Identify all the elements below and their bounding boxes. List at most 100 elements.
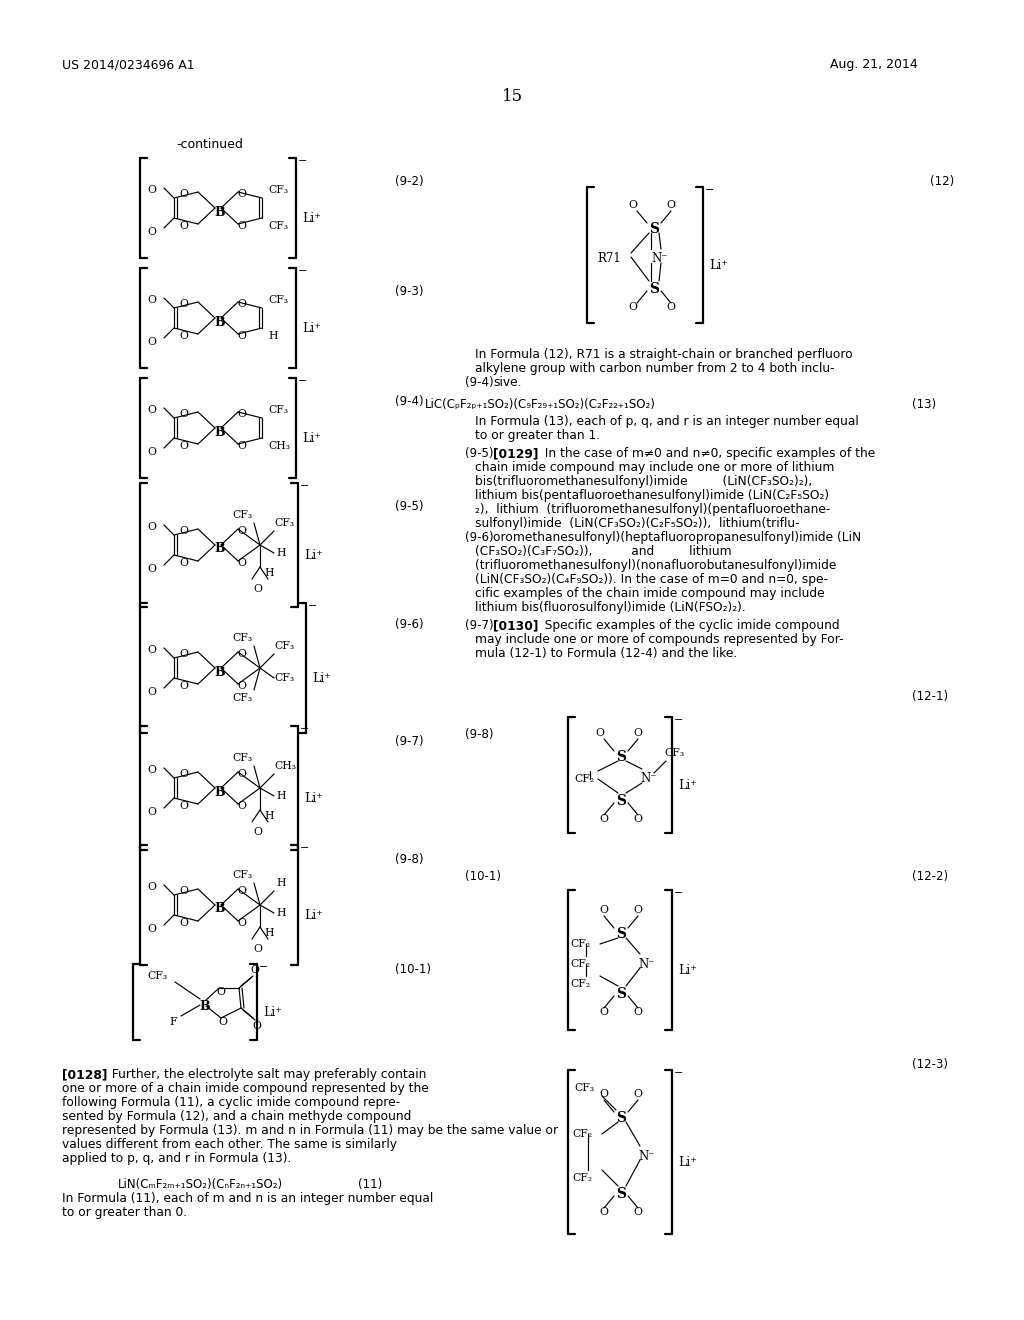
Text: CF₃: CF₃ <box>274 673 294 682</box>
Text: O: O <box>179 189 188 199</box>
Text: O: O <box>238 886 247 896</box>
Text: (9-5): (9-5) <box>395 500 424 513</box>
Text: (9-2): (9-2) <box>395 176 424 187</box>
Text: O: O <box>634 1007 642 1016</box>
Text: LiC(CₚF₂ₚ₊₁SO₂)(C₉F₂₉₊₁SO₂)(C₂F₂₂₊₁SO₂): LiC(CₚF₂ₚ₊₁SO₂)(C₉F₂₉₊₁SO₂)(C₂F₂₂₊₁SO₂) <box>425 399 655 411</box>
Text: (9-8): (9-8) <box>395 853 424 866</box>
Text: O: O <box>596 729 604 738</box>
Text: CF₃: CF₃ <box>232 510 252 520</box>
Text: mula (12-1) to Formula (12-4) and the like.: mula (12-1) to Formula (12-4) and the li… <box>475 647 737 660</box>
Text: H: H <box>276 908 286 917</box>
Text: O: O <box>147 227 157 238</box>
Text: O: O <box>179 649 188 659</box>
Text: O: O <box>238 409 247 418</box>
Text: [0128]: [0128] <box>62 1068 108 1081</box>
Text: CF₂: CF₂ <box>574 774 594 784</box>
Text: O: O <box>179 525 188 536</box>
Text: S: S <box>616 987 626 1001</box>
Text: Li⁺: Li⁺ <box>678 1156 697 1170</box>
Text: −: − <box>705 185 715 195</box>
Text: H: H <box>276 878 286 888</box>
Text: O: O <box>629 302 638 312</box>
Text: (10-1): (10-1) <box>395 964 431 975</box>
Text: O: O <box>667 302 676 312</box>
Text: O: O <box>599 1206 608 1217</box>
Text: Li⁺: Li⁺ <box>304 549 323 562</box>
Text: S: S <box>649 282 659 296</box>
Text: O: O <box>238 770 247 779</box>
Text: O: O <box>179 300 188 309</box>
Text: O: O <box>147 882 157 892</box>
Text: CF₂: CF₂ <box>570 960 590 969</box>
Text: oromethanesulfonyl)(heptafluoropropanesulfonyl)imide (LiN: oromethanesulfonyl)(heptafluoropropanesu… <box>493 531 861 544</box>
Text: O: O <box>599 1089 608 1100</box>
Text: CF₃: CF₃ <box>232 693 252 704</box>
Text: [0130]: [0130] <box>493 619 539 632</box>
Text: Li⁺: Li⁺ <box>709 259 728 272</box>
Text: O: O <box>179 220 188 231</box>
Text: O: O <box>254 583 262 594</box>
Text: (12-2): (12-2) <box>912 870 948 883</box>
Text: S: S <box>616 795 626 808</box>
Text: O: O <box>254 828 262 837</box>
Text: −: − <box>300 480 309 491</box>
Text: Li⁺: Li⁺ <box>302 432 321 445</box>
Text: H: H <box>264 568 273 578</box>
Text: sented by Formula (12), and a chain methyde compound: sented by Formula (12), and a chain meth… <box>62 1110 412 1123</box>
Text: N⁻: N⁻ <box>651 252 668 265</box>
Text: O: O <box>216 987 225 997</box>
Text: O: O <box>238 300 247 309</box>
Text: H: H <box>268 331 278 341</box>
Text: O: O <box>179 441 188 451</box>
Text: represented by Formula (13). m and n in Formula (11) may be the same value or: represented by Formula (13). m and n in … <box>62 1125 558 1137</box>
Text: values different from each other. The same is similarly: values different from each other. The sa… <box>62 1138 397 1151</box>
Text: alkylene group with carbon number from 2 to 4 both inclu-: alkylene group with carbon number from 2… <box>475 362 835 375</box>
Text: O: O <box>238 649 247 659</box>
Text: O: O <box>179 801 188 810</box>
Text: Li⁺: Li⁺ <box>302 213 321 224</box>
Text: CF₂: CF₂ <box>570 979 590 989</box>
Text: CF₃: CF₃ <box>232 634 252 643</box>
Text: O: O <box>147 564 157 574</box>
Text: O: O <box>238 441 247 451</box>
Text: O: O <box>667 201 676 210</box>
Text: CF₂: CF₂ <box>572 1129 592 1139</box>
Text: O: O <box>629 201 638 210</box>
Text: In Formula (12), R71 is a straight-chain or branched perfluoro: In Formula (12), R71 is a straight-chain… <box>475 348 853 360</box>
Text: H: H <box>264 928 273 939</box>
Text: Aug. 21, 2014: Aug. 21, 2014 <box>830 58 918 71</box>
Text: N⁻: N⁻ <box>640 772 656 785</box>
Text: B: B <box>214 665 224 678</box>
Text: Further, the electrolyte salt may preferably contain: Further, the electrolyte salt may prefer… <box>104 1068 426 1081</box>
Text: O: O <box>599 1007 608 1016</box>
Text: O: O <box>147 185 157 195</box>
Text: O: O <box>179 331 188 341</box>
Text: CF₃: CF₃ <box>146 972 167 981</box>
Text: −: − <box>298 156 307 166</box>
Text: (9-7): (9-7) <box>465 619 494 632</box>
Text: −: − <box>298 376 307 385</box>
Text: CF₂: CF₂ <box>572 1173 592 1183</box>
Text: O: O <box>238 331 247 341</box>
Text: Li⁺: Li⁺ <box>302 322 321 335</box>
Text: S: S <box>649 222 659 236</box>
Text: Li⁺: Li⁺ <box>304 792 323 805</box>
Text: R71: R71 <box>597 252 621 265</box>
Text: (LiN(CF₃SO₂)(C₄F₉SO₂)). In the case of m=0 and n=0, spe-: (LiN(CF₃SO₂)(C₄F₉SO₂)). In the case of m… <box>475 573 828 586</box>
Text: B: B <box>214 206 224 219</box>
Text: (11): (11) <box>358 1177 382 1191</box>
Text: O: O <box>147 645 157 655</box>
Text: N⁻: N⁻ <box>638 957 654 970</box>
Text: B: B <box>199 999 210 1012</box>
Text: O: O <box>253 1020 261 1031</box>
Text: O: O <box>147 294 157 305</box>
Text: (CF₃SO₂)(C₃F₇SO₂)),          and         lithium: (CF₃SO₂)(C₃F₇SO₂)), and lithium <box>475 545 731 558</box>
Text: (trifluoromethanesulfonyl)(nonafluorobutanesulfonyl)imide: (trifluoromethanesulfonyl)(nonafluorobut… <box>475 558 837 572</box>
Text: Li⁺: Li⁺ <box>263 1006 282 1019</box>
Text: O: O <box>147 807 157 817</box>
Text: O: O <box>634 729 642 738</box>
Text: O: O <box>238 189 247 199</box>
Text: CF₃: CF₃ <box>274 517 294 528</box>
Text: B: B <box>214 543 224 556</box>
Text: O: O <box>634 1089 642 1100</box>
